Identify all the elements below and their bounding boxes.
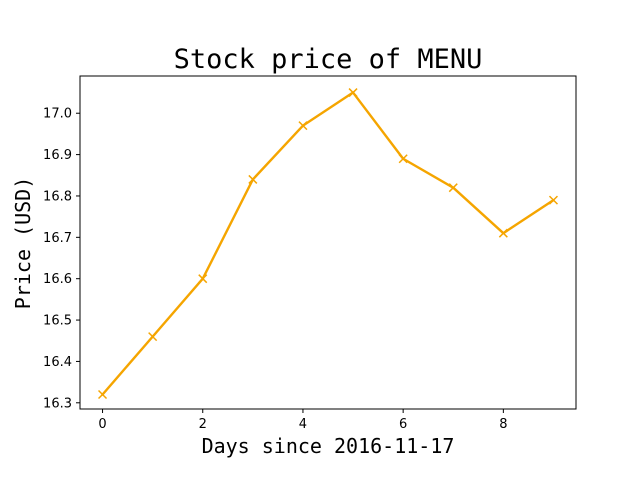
marker-stroke xyxy=(148,332,158,342)
data-point-marker xyxy=(248,174,258,184)
marker-stroke xyxy=(248,174,258,184)
y-tick-label: 16.8 xyxy=(43,189,72,204)
x-tick-label: 6 xyxy=(399,417,407,432)
plot-frame xyxy=(79,75,577,410)
y-tick-label: 17.0 xyxy=(43,107,72,122)
x-axis-label: Days since 2016-11-17 xyxy=(202,434,455,458)
y-tick-label: 16.6 xyxy=(43,272,72,287)
data-point-marker xyxy=(548,195,558,205)
chart-title: Stock price of MENU xyxy=(174,44,483,75)
data-point-marker xyxy=(148,332,158,342)
series-group xyxy=(98,88,558,400)
x-tick-label: 8 xyxy=(499,417,507,432)
data-point-marker xyxy=(498,228,508,238)
y-tick-label: 16.5 xyxy=(43,314,72,329)
y-axis-label: Price (USD) xyxy=(11,177,35,309)
data-point-marker xyxy=(348,88,358,98)
marker-stroke xyxy=(398,154,408,164)
axis-ticks: 0 2 4 6 8 16.3 16.4 16.5 16.6 16.7 16.8 16.9 17.0 xyxy=(43,107,507,432)
marker-stroke xyxy=(498,228,508,238)
x-tick-label: 0 xyxy=(98,417,106,432)
data-point-marker xyxy=(448,183,458,193)
y-tick-label: 16.4 xyxy=(43,355,72,370)
data-point-marker xyxy=(398,154,408,164)
x-tick-label: 4 xyxy=(299,417,307,432)
marker-stroke xyxy=(98,389,108,400)
marker-stroke xyxy=(548,195,558,205)
marker-stroke xyxy=(348,88,358,98)
x-tick-label: 2 xyxy=(199,417,207,432)
data-point-marker xyxy=(298,121,308,131)
marker-stroke xyxy=(448,183,458,193)
data-point-marker xyxy=(98,389,108,400)
marker-stroke xyxy=(298,121,308,131)
data-point-marker xyxy=(198,274,208,284)
y-tick-label: 16.7 xyxy=(43,231,72,246)
price-line xyxy=(101,91,555,396)
marker-stroke xyxy=(198,274,208,284)
y-tick-label: 16.9 xyxy=(43,148,72,163)
y-tick-label: 16.3 xyxy=(43,396,72,411)
